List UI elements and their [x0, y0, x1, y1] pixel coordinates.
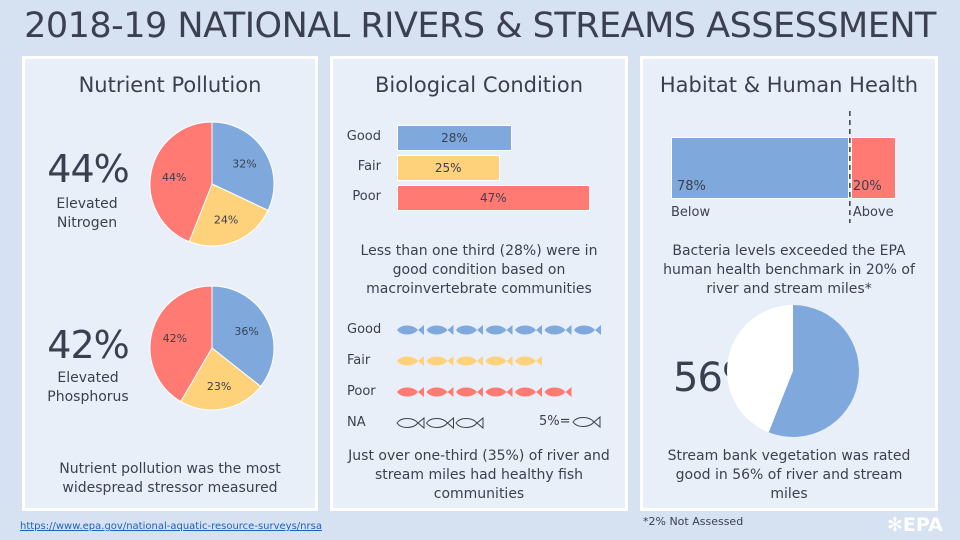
phosphorus-pie-slice-label-0: 36% — [234, 325, 258, 338]
vegetation-pie — [727, 305, 859, 437]
fish-icon — [456, 387, 483, 397]
habitat-panel: Habitat & Human Health 78% 20% Below Abo… — [640, 56, 938, 511]
habitat-caption-1-line3: river and stream miles* — [706, 281, 872, 297]
phosphorus-label-line1: Elevated — [57, 370, 119, 386]
fish-icon — [485, 387, 513, 397]
fish-icon — [426, 356, 454, 366]
habitat-caption-2: Stream bank vegetation was rated good in… — [643, 447, 935, 504]
bacteria-above-bar — [850, 137, 897, 199]
benchmark-line — [849, 111, 851, 223]
phosphorus-pie-slice-label-2: 42% — [163, 332, 187, 345]
biological-heading: Biological Condition — [374, 73, 584, 97]
nitrogen-pie-slice-label-2: 44% — [162, 171, 186, 184]
nitrogen-label-line2: Nitrogen — [56, 215, 118, 231]
fish-row-label-poor: Poor — [347, 384, 376, 399]
nitrogen-pie-slice-0 — [211, 121, 275, 212]
fish-icon — [485, 325, 513, 335]
fish-icon — [397, 387, 424, 397]
nitrogen-pie-slice-label-1: 24% — [214, 214, 238, 227]
biological-caption-2-line3: communities — [433, 486, 525, 502]
nutrient-caption-line2: widespread stressor measured — [62, 480, 278, 496]
habitat-caption-2-line2: good in 56% of river and stream — [675, 467, 903, 483]
bio-bar-good: 28% — [397, 125, 512, 151]
epa-logo-text: EPA — [902, 514, 943, 536]
fish-row-poor — [397, 387, 572, 397]
phosphorus-pie-slice-0 — [211, 285, 275, 388]
biological-caption-1: Less than one third (28%) were in good c… — [333, 242, 625, 299]
fish-icon — [397, 325, 424, 335]
fish-icon — [515, 356, 542, 366]
fish-row-fair — [397, 356, 542, 366]
nitrogen-label: Elevated Nitrogen — [37, 195, 137, 233]
habitat-caption-1-line1: Bacteria levels exceeded the EPA — [672, 243, 906, 259]
fish-icon — [485, 356, 513, 366]
biological-caption-1-line1: Less than one third (28%) were in — [360, 243, 598, 259]
page-title: 2018-19 NATIONAL RIVERS & STREAMS ASSESS… — [24, 6, 936, 46]
fish-row-label-na: NA — [347, 415, 366, 430]
nitrogen-pie-slice-1 — [188, 183, 269, 247]
fish-row-na — [396, 416, 484, 430]
phosphorus-label-line2: Phosphorus — [47, 389, 129, 405]
fish-icon — [425, 416, 454, 430]
fish-icon — [396, 416, 425, 430]
fish-icon — [455, 416, 484, 430]
epa-logo: ✻EPA — [887, 514, 943, 536]
fish-icon — [426, 325, 454, 335]
biological-panel: Biological Condition Good 28% Fair 25% Poor 4… — [330, 56, 628, 511]
biological-caption-2-line2: stream miles had healthy fish — [374, 467, 584, 483]
phosphorus-pie-slice-label-1: 23% — [207, 380, 231, 393]
bio-bar-label-fair: Fair — [357, 159, 381, 174]
epa-logo-icon: ✻ — [887, 514, 903, 536]
nitrogen-pie-slice-label-0: 32% — [232, 157, 256, 170]
nutrient-caption: Nutrient pollution was the most widespre… — [25, 460, 315, 498]
biological-caption-1-line3: macroinvertebrate communities — [366, 281, 592, 297]
bio-bar-poor: 47% — [397, 185, 590, 211]
phosphorus-pie-slice-2 — [149, 285, 213, 403]
habitat-caption-2-line1: Stream bank vegetation was rated — [667, 448, 911, 464]
habitat-caption-2-line3: miles — [770, 486, 808, 502]
habitat-caption-1-line2: human health benchmark in 20% of — [663, 262, 915, 278]
bacteria-above-value: 20% — [852, 179, 882, 194]
phosphorus-pie-slice-1 — [180, 347, 262, 411]
nitrogen-pie-slice-2 — [149, 121, 213, 243]
fish-row-label-fair: Fair — [347, 353, 371, 368]
biological-caption-2: Just over one-third (35%) of river and s… — [333, 447, 625, 504]
biological-caption-2-line1: Just over one-third (35%) of river and — [348, 448, 610, 464]
bacteria-above-label: Above — [852, 205, 894, 220]
phosphorus-percent: 42% — [47, 323, 129, 367]
nutrient-heading: Nutrient Pollution — [78, 73, 262, 97]
bio-bar-fair: 25% — [397, 155, 500, 181]
bacteria-below-value: 78% — [677, 179, 706, 194]
vegetation-pie-good-slice — [768, 305, 859, 437]
fish-icon — [574, 325, 601, 335]
bio-bar-label-good: Good — [346, 129, 381, 144]
phosphorus-label: Elevated Phosphorus — [33, 369, 143, 407]
fish-icon — [544, 325, 572, 335]
fish-icon — [456, 325, 483, 335]
nutrient-caption-line1: Nutrient pollution was the most — [59, 461, 281, 477]
fish-row-good — [397, 325, 601, 335]
fish-icon — [515, 325, 542, 335]
footnote: *2% Not Assessed — [643, 515, 744, 528]
fish-key-label: 5%= — [539, 414, 571, 429]
source-link[interactable]: https://www.epa.gov/national-aquatic-res… — [20, 521, 322, 532]
fish-icon — [426, 387, 454, 397]
fish-key-icon — [572, 415, 601, 429]
fish-icon — [397, 356, 424, 366]
habitat-caption-1: Bacteria levels exceeded the EPA human h… — [643, 242, 935, 299]
habitat-heading: Habitat & Human Health — [659, 73, 919, 97]
fish-icon — [456, 356, 483, 366]
phosphorus-pie: 36% 23% 42% — [149, 285, 275, 411]
bacteria-below-bar — [671, 137, 849, 199]
nitrogen-pie: 32% 24% 44% — [149, 121, 275, 247]
fish-row-label-good: Good — [347, 322, 382, 337]
biological-caption-1-line2: good condition based on — [392, 262, 566, 278]
fish-icon — [515, 387, 542, 397]
fish-icon — [544, 387, 572, 397]
bio-bar-label-poor: Poor — [352, 189, 381, 204]
nitrogen-percent: 44% — [47, 147, 129, 191]
bacteria-below-label: Below — [671, 205, 711, 220]
nutrient-panel: Nutrient Pollution 44% Elevated Nitrogen… — [22, 56, 318, 511]
nitrogen-label-line1: Elevated — [56, 196, 118, 212]
